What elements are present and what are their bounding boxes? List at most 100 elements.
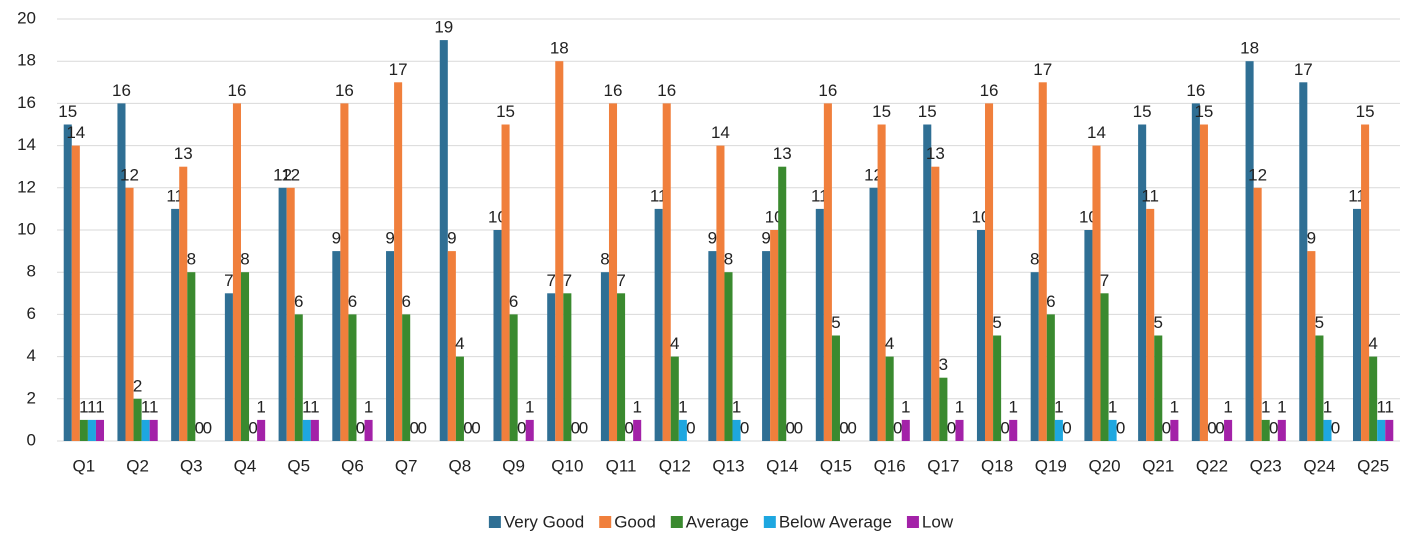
bar	[923, 124, 932, 441]
bar	[1046, 314, 1055, 441]
y-tick-label: 4	[27, 346, 36, 365]
x-tick-label: Q3	[180, 456, 203, 475]
x-tick-label: Q5	[287, 456, 310, 475]
legend-swatch	[670, 516, 683, 528]
bar	[1100, 293, 1109, 441]
data-label: 15	[872, 102, 891, 121]
data-label: 1	[79, 397, 88, 416]
data-label: 8	[724, 250, 733, 269]
data-label: 0	[1215, 418, 1224, 437]
bar	[278, 187, 287, 441]
data-label: 9	[332, 229, 341, 248]
bar	[1054, 419, 1063, 441]
x-tick-label: Q24	[1303, 456, 1335, 475]
data-label: 0	[203, 418, 212, 437]
data-label: 1	[1170, 397, 1179, 416]
bar	[1224, 419, 1233, 441]
bar	[439, 40, 448, 441]
bar	[678, 419, 687, 441]
data-label: 6	[348, 292, 357, 311]
bar	[87, 419, 96, 441]
data-label: 16	[112, 81, 131, 100]
bar	[493, 230, 502, 441]
data-label: 7	[224, 271, 233, 290]
data-label: 0	[579, 418, 588, 437]
legend-item: Low	[906, 512, 954, 531]
bar	[1323, 419, 1332, 441]
data-label: 12	[120, 165, 139, 184]
data-label: 0	[1331, 418, 1340, 437]
data-label: 16	[228, 81, 247, 100]
data-label: 1	[87, 397, 96, 416]
bar	[447, 251, 456, 441]
bar	[332, 251, 341, 441]
bar	[1009, 419, 1018, 441]
bar	[1038, 82, 1047, 442]
data-label: 6	[401, 292, 410, 311]
bar	[869, 187, 878, 441]
bar	[310, 419, 319, 441]
bar	[240, 272, 250, 441]
x-tick-label: Q19	[1035, 456, 1067, 475]
data-label: 1	[1376, 397, 1385, 416]
x-tick-label: Q15	[820, 456, 852, 475]
bar	[823, 103, 832, 442]
bar	[525, 419, 534, 441]
data-label: 1	[732, 397, 741, 416]
bar	[617, 293, 626, 441]
legend-label: Very Good	[504, 512, 584, 531]
bar	[770, 230, 779, 441]
bar	[955, 419, 964, 441]
data-label: 16	[335, 81, 354, 100]
data-label: 1	[141, 397, 150, 416]
data-label: 1	[1008, 397, 1017, 416]
bar	[1361, 124, 1370, 441]
data-label: 1	[632, 397, 641, 416]
bar	[600, 272, 609, 441]
data-label: 19	[434, 18, 453, 37]
bar	[633, 419, 642, 441]
data-label: 0	[839, 418, 848, 437]
data-label: 13	[926, 144, 945, 163]
bar	[348, 314, 357, 441]
bar	[608, 103, 618, 442]
legend-label: Average	[686, 512, 749, 531]
data-label: 0	[1162, 418, 1171, 437]
data-label: 9	[708, 229, 717, 248]
bar	[1138, 124, 1147, 441]
data-label: 16	[1186, 81, 1205, 100]
data-label: 17	[1033, 60, 1052, 79]
bar	[662, 103, 671, 442]
bar	[1154, 335, 1163, 441]
x-tick-label: Q9	[502, 456, 525, 475]
bar	[1146, 208, 1155, 441]
data-label: 9	[1307, 229, 1316, 248]
bar	[501, 124, 510, 441]
data-label: 5	[831, 313, 840, 332]
data-label: 15	[496, 102, 515, 121]
bar	[95, 419, 105, 441]
data-label: 4	[885, 334, 894, 353]
bar	[171, 208, 180, 441]
data-label: 15	[58, 102, 77, 121]
bar	[1261, 419, 1270, 441]
bar	[1369, 356, 1378, 441]
data-label: 0	[571, 418, 580, 437]
data-label: 1	[1277, 397, 1286, 416]
bar	[224, 293, 233, 441]
data-label: 16	[818, 81, 837, 100]
bar	[1170, 419, 1179, 441]
data-label: 15	[1356, 102, 1375, 121]
data-label: 0	[356, 418, 365, 437]
bar	[1377, 419, 1386, 441]
data-label: 5	[1154, 313, 1163, 332]
bar	[364, 419, 373, 441]
legend-swatch	[906, 516, 919, 528]
x-tick-label: Q6	[341, 456, 364, 475]
data-label: 9	[385, 229, 394, 248]
x-tick-label: Q2	[126, 456, 149, 475]
x-tick-label: Q25	[1357, 456, 1389, 475]
data-label: 0	[248, 418, 257, 437]
data-label: 0	[471, 418, 480, 437]
